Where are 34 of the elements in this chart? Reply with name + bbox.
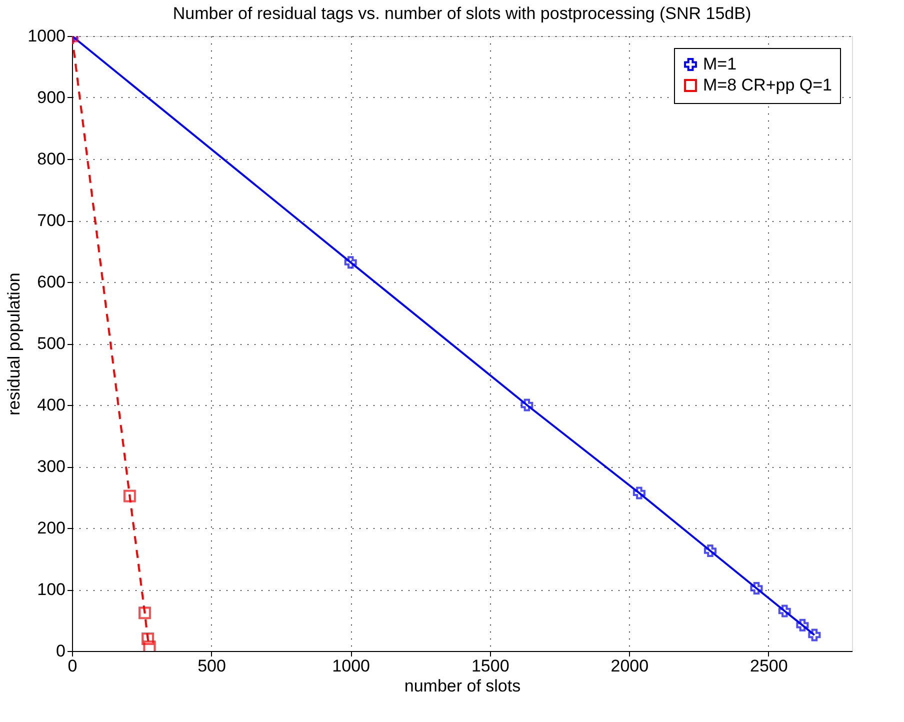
x-tick-label: 2000 <box>610 656 649 676</box>
point <box>796 618 809 632</box>
x-tick-label: 500 <box>198 656 226 676</box>
point <box>143 640 156 651</box>
y-tick-label: 500 <box>37 334 66 353</box>
y-tick-label: 0 <box>56 642 66 660</box>
point <box>632 486 646 500</box>
x-tick-label: 1500 <box>471 656 510 676</box>
point <box>138 606 151 620</box>
x-axis-title: number of slots <box>404 676 521 696</box>
legend-label: M=8 CR+pp Q=1 <box>703 76 832 94</box>
point <box>750 582 763 595</box>
point <box>344 256 357 269</box>
y-tick-label: 400 <box>37 396 66 414</box>
y-tick-label: 800 <box>37 150 66 168</box>
y-tick-label: 1000 <box>28 26 66 46</box>
y-tick-label: 600 <box>37 272 66 292</box>
chart-title: Number of residual tags vs. number of slots with postprocessing (SNR 15dB) <box>172 4 752 23</box>
y-tick-label: 200 <box>37 518 66 538</box>
y-tick-label: 900 <box>37 88 66 107</box>
point <box>123 490 136 502</box>
point <box>142 632 154 645</box>
point <box>778 604 791 618</box>
legend-label: M=1 <box>703 54 737 74</box>
x-tick-label: 1000 <box>332 656 370 676</box>
y-axis-title: residual population <box>4 272 24 416</box>
x-tick-label: 0 <box>68 656 78 676</box>
y-tick-label: 300 <box>37 457 66 476</box>
point <box>704 544 716 557</box>
x-tick-label: 2500 <box>750 656 788 676</box>
y-tick-label: 100 <box>37 580 66 599</box>
point <box>520 398 534 412</box>
point <box>808 628 821 642</box>
y-tick-label: 700 <box>37 211 66 230</box>
